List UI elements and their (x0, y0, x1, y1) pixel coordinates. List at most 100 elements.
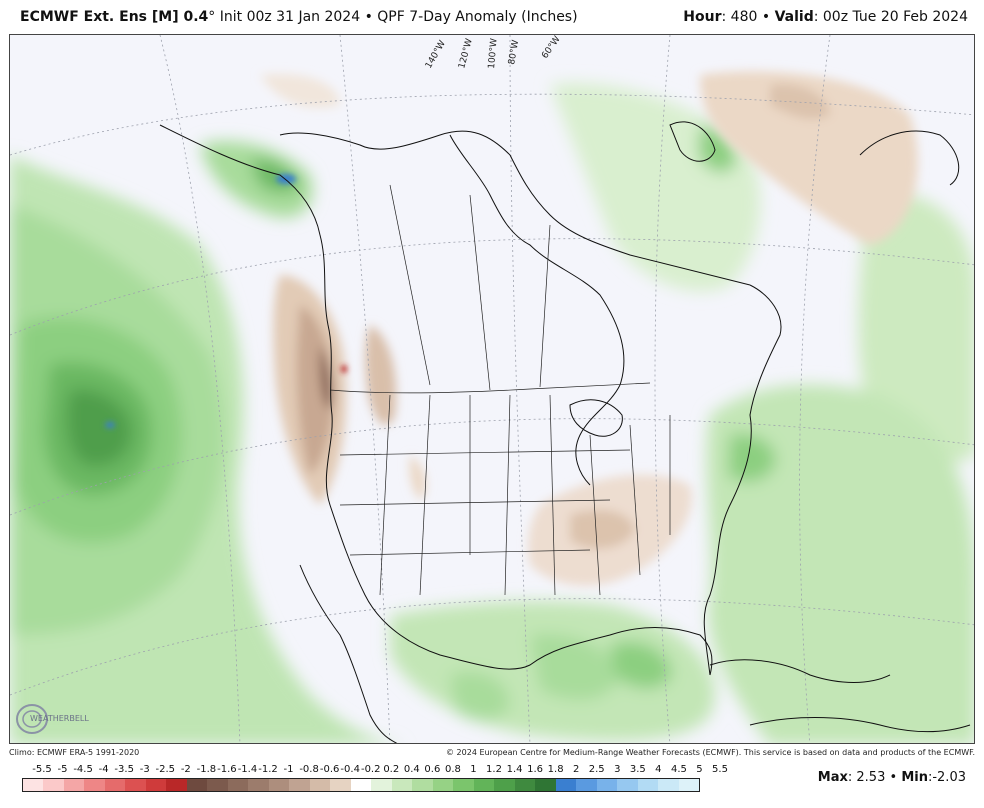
max-label: Max (817, 770, 848, 785)
extreme-cells (105, 174, 347, 428)
legend-tick-label: 4.5 (670, 764, 687, 775)
coastlines-borders (159, 121, 971, 743)
legend-tick-label: 4 (655, 764, 662, 775)
state-province-lines (329, 184, 671, 596)
lon-label-80w: 80°W (507, 39, 521, 65)
legend-tick-label: -5 (57, 764, 68, 775)
logo-text: WEATHERBELL (30, 714, 89, 723)
min-value: :-2.03 (927, 770, 966, 785)
valid-value: : 00z Tue 20 Feb 2024 (813, 9, 968, 25)
legend-swatch (268, 779, 290, 791)
legend-swatch (166, 779, 187, 791)
legend-swatch (494, 779, 515, 791)
title-bullet: • (364, 9, 373, 25)
title-left: ECMWF Ext. Ens [M] 0.4° Init 00z 31 Jan … (20, 9, 578, 25)
legend-tick-label: -3.5 (114, 764, 134, 775)
legend-swatch (104, 779, 126, 791)
legend-swatch (186, 779, 208, 791)
legend-tick-label: 5.5 (712, 764, 728, 775)
legend-swatch (248, 779, 269, 791)
max-min-readout: Max: 2.53 • Min:-2.03 (818, 770, 966, 785)
model-name: ECMWF Ext. Ens [M] 0.4 (20, 9, 209, 25)
dry-anomaly-shading (260, 71, 918, 586)
legend-swatch (535, 779, 556, 791)
legend-tick-label: -4.5 (73, 764, 93, 775)
legend-swatch (309, 779, 331, 791)
lon-label-100w: 100°W (487, 38, 500, 69)
legend-swatch (23, 779, 44, 791)
legend-swatch (473, 779, 495, 791)
legend-tick-label: -0.2 (360, 764, 381, 775)
legend-tick-label: 1 (470, 764, 477, 775)
legend-swatch (514, 779, 536, 791)
legend-swatch (453, 779, 474, 791)
stats-bullet: • (889, 770, 898, 785)
legend-tick-label: -2.5 (155, 764, 176, 775)
legend-swatch (596, 779, 618, 791)
legend-swatch (658, 779, 679, 791)
wet-anomaly-shading (10, 83, 974, 743)
title-bullet-2: • (761, 9, 771, 25)
legend-swatch (84, 779, 105, 791)
anomaly-map: 140°W 120°W 100°W 80°W 60°W (10, 35, 974, 743)
header: ECMWF Ext. Ens [M] 0.4° Init 00z 31 Jan … (0, 0, 984, 34)
watermark-logo: WEATHERBELL (16, 704, 89, 734)
legend-tick-label: 1.8 (547, 764, 564, 775)
legend-swatch (412, 779, 433, 791)
color-legend: -5.5 -5 -4.5 -4 -3.5 -3 -2.5 -2 -1.8 -1.6 -1.4 -1.2… (22, 762, 728, 802)
valid-label: Valid (774, 9, 814, 25)
legend-tick-label: -1.6 (217, 764, 237, 775)
legend-tick-label: 0.6 (424, 764, 441, 775)
legend-tick-label: 1.6 (527, 764, 544, 775)
legend-swatch (289, 779, 310, 791)
legend-swatch (207, 779, 228, 791)
legend-swatch (350, 779, 372, 791)
legend-tick-label: 2 (572, 764, 580, 775)
legend-swatch (43, 779, 64, 791)
legend-swatch (391, 779, 413, 791)
legend-tick-label: 3.5 (629, 764, 646, 775)
degree-symbol: ° (208, 9, 216, 25)
legend-tick-label: 0.4 (403, 764, 420, 775)
legend-tick-label: -1 (283, 764, 294, 775)
legend-tick-label: -1.2 (258, 764, 278, 775)
min-label: Min (901, 770, 928, 785)
climo-credit: Climo: ECMWF ERA-5 1991-2020 (9, 747, 140, 757)
legend-tick-label: -5.5 (32, 764, 52, 775)
legend-swatch (371, 779, 392, 791)
product-name: QPF 7-Day Anomaly (Inches) (377, 9, 578, 25)
legend-swatch (227, 779, 249, 791)
legend-tick-label: 3 (614, 764, 621, 775)
hour-label: Hour (683, 9, 722, 25)
legend-tick-label: 1.2 (486, 764, 502, 775)
legend-tick-label: -0.8 (299, 764, 319, 775)
legend-tick-label: -1.8 (196, 764, 217, 775)
credits-row: Climo: ECMWF ERA-5 1991-2020 © 2024 Euro… (9, 745, 975, 759)
legend-tick-label: 5 (696, 764, 703, 775)
title-right: Hour: 480 • Valid: 00z Tue 20 Feb 2024 (683, 9, 968, 25)
legend-swatch (576, 779, 597, 791)
legend-swatch (145, 779, 167, 791)
legend-tick-label: -1.4 (237, 764, 258, 775)
legend-colorbar (22, 778, 700, 792)
legend-swatch (432, 779, 454, 791)
legend-swatch (637, 779, 659, 791)
legend-tick-label: 1.4 (506, 764, 523, 775)
hour-value: : 480 (721, 9, 758, 25)
legend-tick-label: -0.6 (319, 764, 340, 775)
legend-swatch (678, 779, 699, 791)
legend-tick-label: 2.5 (588, 764, 605, 775)
map-panel: 140°W 120°W 100°W 80°W 60°W (9, 34, 975, 744)
legend-tick-label: -2 (180, 764, 191, 775)
legend-swatch (617, 779, 638, 791)
legend-labels: -5.5 -5 -4.5 -4 -3.5 -3 -2.5 -2 -1.8 -1.6 -1.4 -1.2… (22, 762, 728, 778)
legend-tick-label: 0.8 (444, 764, 461, 775)
init-time: Init 00z 31 Jan 2024 (219, 9, 361, 25)
legend-tick-label: -4 (98, 764, 109, 775)
legend-swatch (63, 779, 85, 791)
legend-tick-label: -3 (139, 764, 150, 775)
legend-tick-label: 0.2 (383, 764, 400, 775)
legend-tick-label: -0.4 (340, 764, 360, 775)
legend-swatch (125, 779, 146, 791)
legend-swatch (330, 779, 351, 791)
